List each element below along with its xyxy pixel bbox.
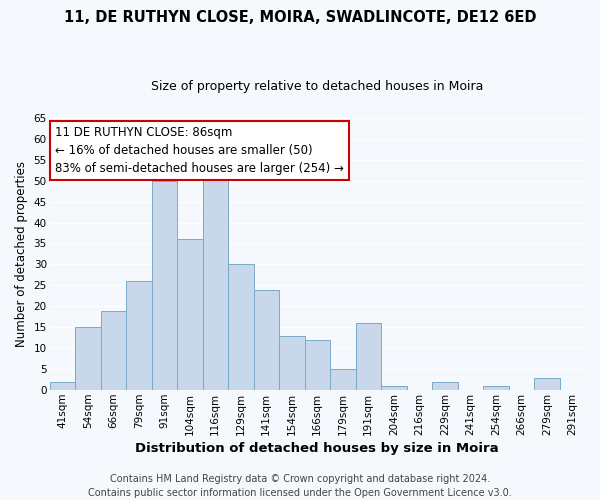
Bar — [203, 172, 228, 390]
Bar — [305, 340, 330, 390]
Text: 11 DE RUTHYN CLOSE: 86sqm
← 16% of detached houses are smaller (50)
83% of semi-: 11 DE RUTHYN CLOSE: 86sqm ← 16% of detac… — [55, 126, 344, 175]
Bar — [356, 323, 381, 390]
Text: Contains HM Land Registry data © Crown copyright and database right 2024.
Contai: Contains HM Land Registry data © Crown c… — [88, 474, 512, 498]
Bar — [534, 378, 560, 390]
Bar — [126, 281, 152, 390]
Bar — [432, 382, 458, 390]
Bar — [177, 240, 203, 390]
Bar — [75, 328, 101, 390]
Bar — [254, 290, 279, 390]
Bar — [228, 264, 254, 390]
Bar — [50, 382, 75, 390]
Text: 11, DE RUTHYN CLOSE, MOIRA, SWADLINCOTE, DE12 6ED: 11, DE RUTHYN CLOSE, MOIRA, SWADLINCOTE,… — [64, 10, 536, 25]
Bar — [483, 386, 509, 390]
Bar — [279, 336, 305, 390]
Bar — [381, 386, 407, 390]
X-axis label: Distribution of detached houses by size in Moira: Distribution of detached houses by size … — [136, 442, 499, 455]
Title: Size of property relative to detached houses in Moira: Size of property relative to detached ho… — [151, 80, 484, 93]
Y-axis label: Number of detached properties: Number of detached properties — [15, 161, 28, 347]
Bar — [330, 369, 356, 390]
Bar — [101, 310, 126, 390]
Bar — [152, 180, 177, 390]
